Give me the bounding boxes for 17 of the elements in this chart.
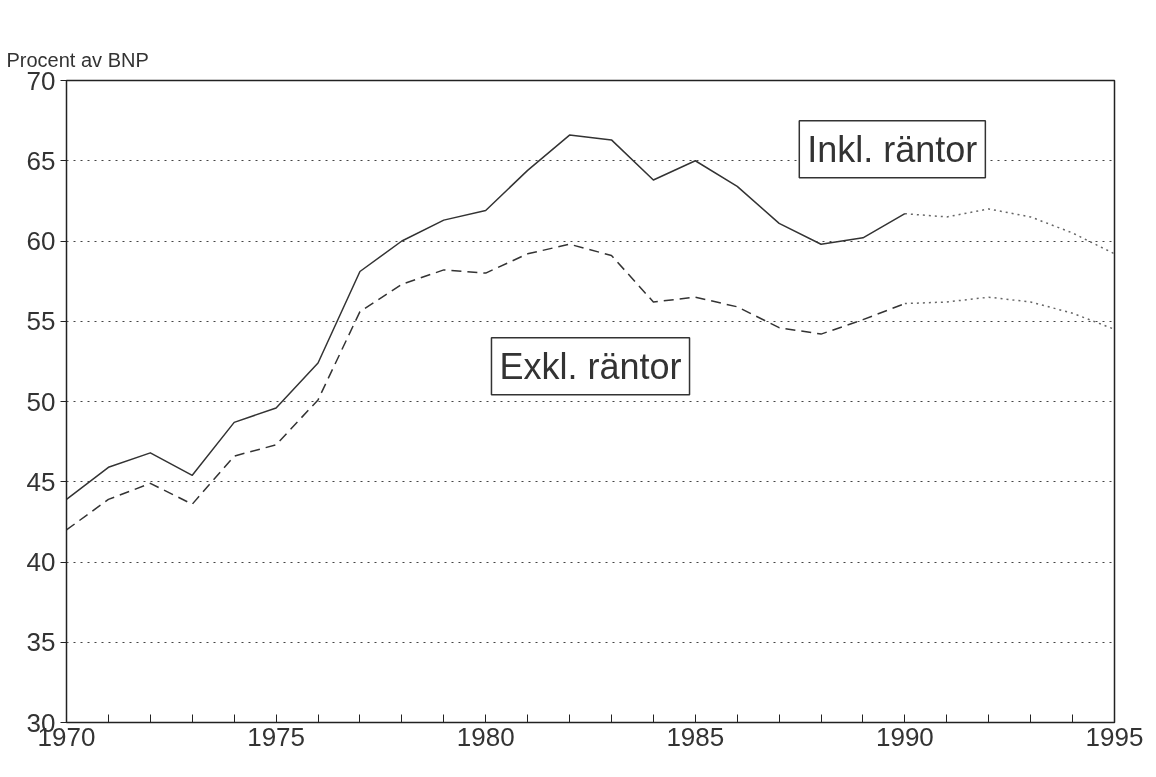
y-tick-label: 45 <box>26 466 56 497</box>
y-tick-label: 55 <box>26 306 56 337</box>
x-tick-label: 1985 <box>666 721 725 752</box>
annotation: Exkl. räntor <box>499 345 682 387</box>
y-tick-label: 35 <box>26 627 56 658</box>
line-series <box>904 296 1115 331</box>
y-axis-title: Procent av BNP <box>6 48 149 71</box>
y-tick-label: 50 <box>26 386 56 417</box>
y-tick-label: 40 <box>26 547 56 577</box>
y-tick-label: 60 <box>26 226 56 256</box>
x-tick-label: 1995 <box>1085 721 1144 752</box>
line-series <box>904 208 1115 255</box>
x-tick-label: 1990 <box>875 721 934 752</box>
x-tick-label: 1975 <box>247 721 306 752</box>
annotation: Inkl. räntor <box>807 128 978 170</box>
x-tick-label: 1980 <box>456 721 515 752</box>
y-tick-label: 65 <box>26 145 56 176</box>
